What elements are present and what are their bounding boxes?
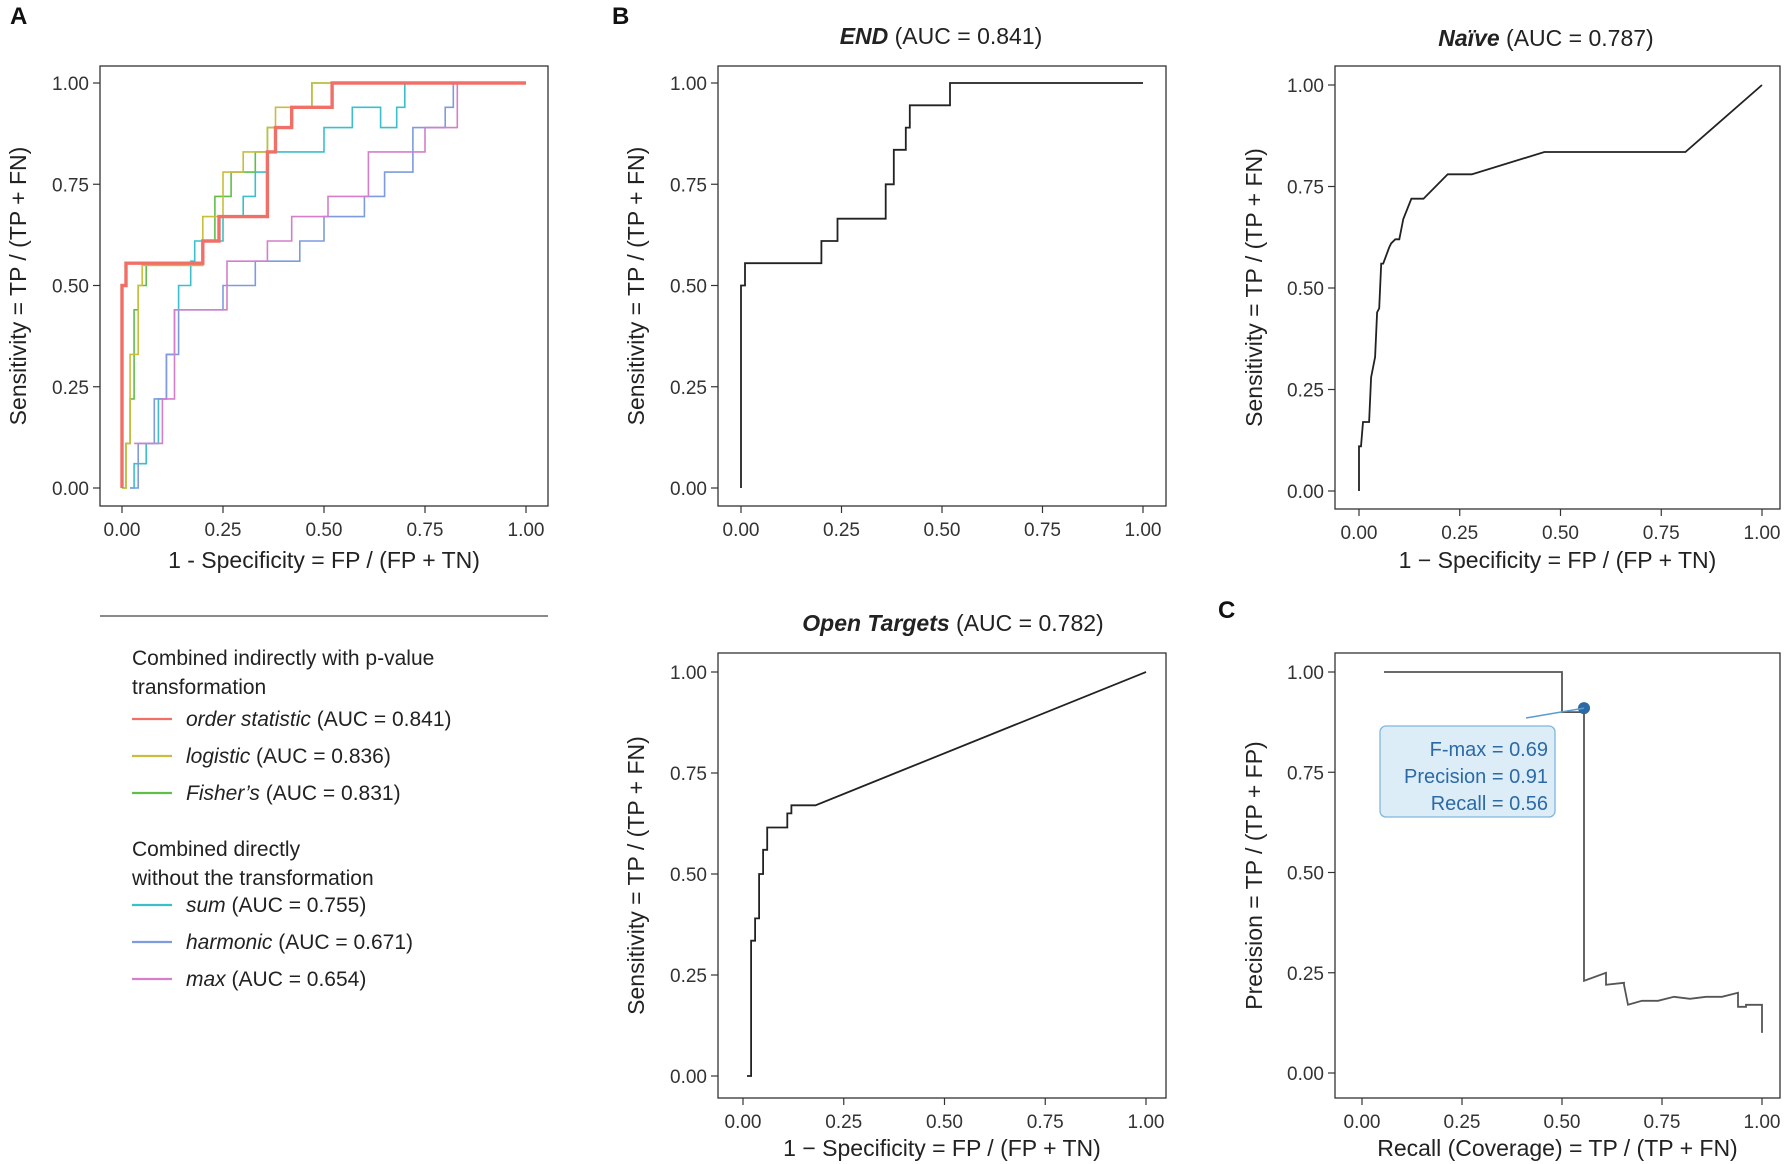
- y-axis-title: Sensitivity = TP / (TP + FN): [623, 147, 649, 426]
- naive-frame: [1334, 65, 1781, 510]
- x-tick-label: 0.00: [1344, 1112, 1381, 1133]
- y-tick-label: 0.50: [1287, 279, 1324, 300]
- y-tick-label: 0.00: [52, 479, 89, 500]
- y-tick-label: 0.50: [52, 277, 89, 298]
- end-plot-title: END (AUC = 0.841): [840, 23, 1043, 49]
- y-tick-label: 0.50: [1287, 864, 1324, 885]
- series-line-end: [740, 82, 1143, 488]
- x-tick-label: 0.00: [1341, 523, 1378, 544]
- x-tick-label: 0.75: [1027, 1112, 1064, 1133]
- naive-plot-title: Naïve (AUC = 0.787): [1438, 25, 1653, 51]
- x-tick-label: 0.25: [825, 1112, 862, 1133]
- panel-letter-b: B: [612, 3, 629, 30]
- legend-entry: sum (AUC = 0.755): [186, 894, 366, 917]
- x-tick-label: 0.25: [1444, 1112, 1481, 1133]
- precision-recall-plot: 0.00 0.25 0.50 0.75 1.00 0.00 0.25 0.50 0.75 1.00…: [1241, 652, 1781, 1161]
- x-tick-label: 0.00: [104, 520, 141, 541]
- x-tick-label: 0.50: [306, 520, 343, 541]
- y-tick-label: 0.25: [670, 966, 707, 987]
- y-tick-label: 0.50: [670, 277, 707, 298]
- y-tick-label: 0.25: [1287, 964, 1324, 985]
- y-tick-label: 1.00: [52, 74, 89, 95]
- x-tick-label: 0.50: [926, 1112, 963, 1133]
- legend: Combined indirectly with p-value transfo…: [131, 647, 452, 991]
- y-tick-label: 0.25: [670, 378, 707, 399]
- y-tick-label: 0.00: [1287, 1064, 1324, 1085]
- legend-entry: max (AUC = 0.654): [186, 968, 366, 991]
- x-axis-title: 1 - Specificity = FP / (FP + TN): [168, 547, 480, 573]
- x-tick-label: 0.75: [407, 520, 444, 541]
- end-roc-plot: 0.00 0.25 0.50 0.75 1.00 0.00 0.25 0.50 0.75 1.00…: [623, 65, 1167, 541]
- x-tick-label: 1.00: [508, 520, 545, 541]
- x-axis-title: Recall (Coverage) = TP / (TP + FN): [1377, 1135, 1737, 1161]
- legend-group-title-indirect: Combined indirectly with p-value: [132, 647, 434, 670]
- y-axis-title: Sensitivity = TP / (TP + FN): [623, 736, 649, 1015]
- annotation-leader: [1525, 707, 1585, 719]
- open-targets-plot-title: Open Targets (AUC = 0.782): [802, 610, 1103, 636]
- y-tick-label: 0.00: [670, 1067, 707, 1088]
- y-tick-label: 0.00: [1287, 482, 1324, 503]
- annotation-precision: Precision = 0.91: [1404, 766, 1548, 788]
- x-axis-title: 1 − Specificity = FP / (FP + TN): [1399, 547, 1717, 573]
- series-line-open-targets: [747, 671, 1147, 1077]
- legend-entry: harmonic (AUC = 0.671): [186, 931, 413, 954]
- annotation-fmax: F-max = 0.69: [1430, 739, 1548, 761]
- open-targets-roc-plot: 0.00 0.25 0.50 0.75 1.00 0.00 0.25 0.50 0.75 1.00…: [623, 652, 1167, 1161]
- y-tick-label: 0.25: [52, 378, 89, 399]
- end-frame: [717, 65, 1167, 507]
- annotation-recall: Recall = 0.56: [1431, 793, 1548, 815]
- x-tick-label: 0.00: [725, 1112, 762, 1133]
- legend-entry: logistic (AUC = 0.836): [186, 745, 391, 768]
- legend-group-title-indirect-2: transformation: [132, 676, 266, 699]
- x-tick-label: 0.25: [823, 520, 860, 541]
- x-tick-label: 1.00: [1128, 1112, 1165, 1133]
- legend-group-title-direct: Combined directly: [132, 838, 301, 861]
- naive-roc-plot: 0.00 0.25 0.50 0.75 1.00 0.00 0.25 0.50 0.75 1.00…: [1241, 65, 1781, 573]
- x-tick-label: 0.50: [1544, 1112, 1581, 1133]
- x-tick-label: 0.50: [924, 520, 961, 541]
- y-tick-label: 1.00: [1287, 76, 1324, 97]
- y-tick-label: 0.50: [670, 865, 707, 886]
- y-axis-title: Sensitivity = TP / (TP + FN): [5, 147, 31, 426]
- x-tick-label: 0.00: [723, 520, 760, 541]
- series-line-sum: [130, 82, 526, 489]
- x-tick-label: 1.00: [1744, 523, 1781, 544]
- fmax-annotation: F-max = 0.69 Precision = 0.91 Recall = 0…: [1379, 707, 1585, 818]
- x-tick-label: 1.00: [1125, 520, 1162, 541]
- y-tick-label: 0.25: [1287, 381, 1324, 402]
- x-tick-label: 0.25: [1441, 523, 1478, 544]
- y-tick-label: 0.75: [670, 764, 707, 785]
- legend-group-title-direct-2: without the transformation: [131, 867, 374, 890]
- x-axis-title: 1 − Specificity = FP / (FP + TN): [783, 1135, 1101, 1161]
- legend-entry: Fisher’s (AUC = 0.831): [186, 782, 401, 805]
- annotation-box: [1379, 725, 1556, 818]
- series-line-naive: [1358, 84, 1763, 491]
- series-line-order-statistic: [120, 81, 526, 488]
- y-tick-label: 0.75: [1287, 763, 1324, 784]
- x-tick-label: 0.25: [205, 520, 242, 541]
- y-axis-title: Precision = TP / (TP + FP): [1241, 741, 1267, 1009]
- x-tick-label: 0.75: [1644, 1112, 1681, 1133]
- x-tick-label: 0.50: [1542, 523, 1579, 544]
- precision-recall-frame: [1334, 652, 1781, 1099]
- x-tick-label: 1.00: [1744, 1112, 1781, 1133]
- y-tick-label: 0.00: [670, 479, 707, 500]
- series-line-logistic: [122, 82, 526, 489]
- y-tick-label: 0.75: [52, 175, 89, 196]
- y-tick-label: 0.75: [1287, 178, 1324, 199]
- open-targets-frame: [717, 652, 1167, 1099]
- x-tick-label: 0.75: [1643, 523, 1680, 544]
- panel-letter-a: A: [10, 3, 27, 30]
- x-tick-label: 0.75: [1024, 520, 1061, 541]
- combined-roc-plot: 0.00 0.25 0.50 0.75 1.00 0.00 0.25 0.50 0.75 1.00…: [5, 65, 549, 573]
- y-tick-label: 1.00: [670, 74, 707, 95]
- y-tick-label: 0.75: [670, 175, 707, 196]
- y-axis-title: Sensitivity = TP / (TP + FN): [1241, 148, 1267, 427]
- panel-letter-c: C: [1218, 597, 1235, 624]
- legend-entry: order statistic (AUC = 0.841): [186, 708, 452, 731]
- y-tick-label: 1.00: [670, 663, 707, 684]
- y-tick-label: 1.00: [1287, 663, 1324, 684]
- series-line-max: [134, 82, 526, 445]
